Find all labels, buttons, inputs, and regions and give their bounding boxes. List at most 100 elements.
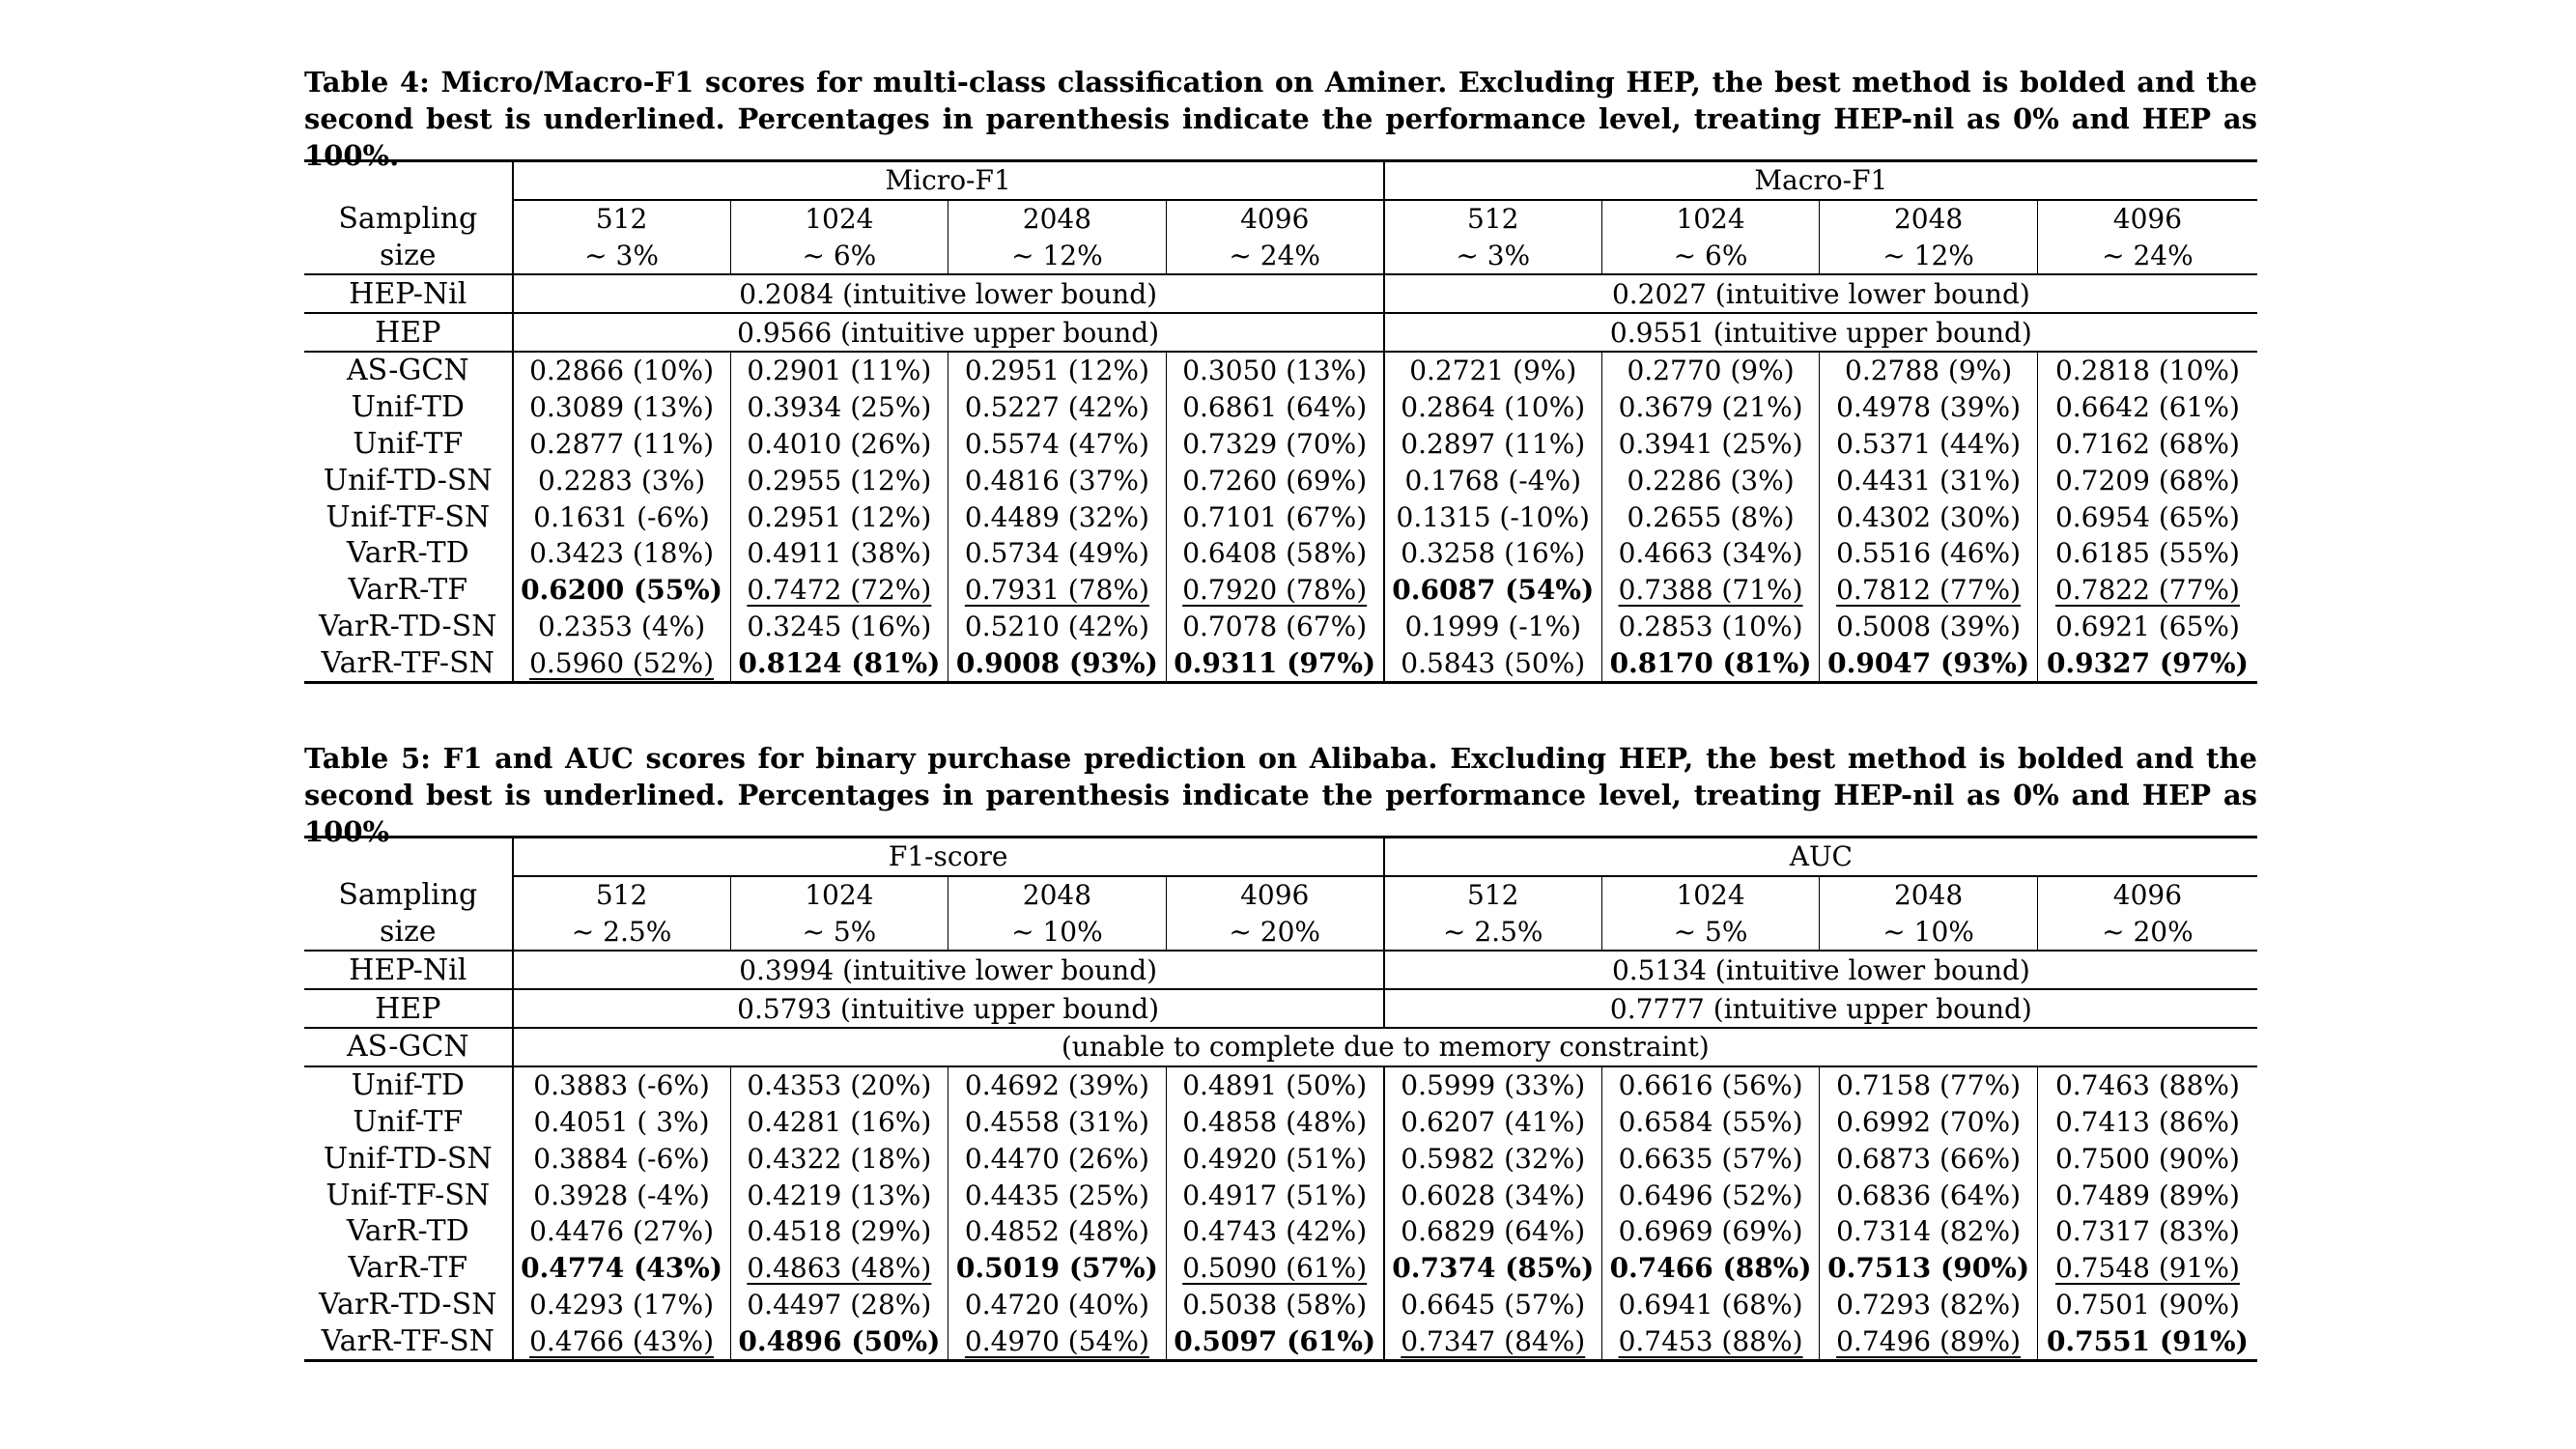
score-cell: 0.5097 (61%)	[1166, 1322, 1385, 1361]
score-value: 0.7551 (91%)	[2046, 1324, 2249, 1357]
score-value: 0.1315 (-10%)	[1396, 500, 1590, 533]
score-cell: 0.4558 (31%)	[948, 1103, 1167, 1141]
table4-stub-size: size	[304, 237, 514, 276]
score-value: 0.6861 (64%)	[1182, 391, 1368, 424]
score-cell: 0.4858 (48%)	[1166, 1103, 1385, 1141]
score-cell: 0.4435 (25%)	[948, 1177, 1167, 1213]
score-value: 0.6087 (54%)	[1392, 574, 1595, 607]
score-value: 0.5227 (42%)	[964, 391, 1149, 424]
score-value: 0.7513 (90%)	[1827, 1252, 2030, 1285]
score-cell: 0.5008 (39%)	[1819, 608, 2038, 645]
score-cell: 0.2853 (10%)	[1601, 608, 1821, 645]
score-value: 0.7374 (85%)	[1392, 1252, 1595, 1285]
table4: Micro-F1 Macro-F1 Sampling 512 1024 2048…	[304, 159, 2257, 685]
table4-hepnil-label: HEP-Nil	[304, 274, 514, 315]
table-row: AS-GCN 0.2866 (10%) 0.2901 (11%) 0.2951 (12…	[304, 351, 2257, 389]
table-row: Unif-TF-SN 0.3928 (-4%) 0.4219 (13%) 0.4435…	[304, 1177, 2257, 1213]
score-value: 0.9047 (93%)	[1827, 646, 2030, 679]
score-cell: 0.6642 (61%)	[2037, 389, 2257, 426]
score-cell: 0.3089 (13%)	[512, 388, 731, 426]
table4-stub-blank	[304, 160, 514, 200]
score-value: 0.2353 (4%)	[537, 610, 706, 642]
score-value: 0.7453 (88%)	[1618, 1324, 1803, 1357]
score-value: 0.4816 (37%)	[964, 464, 1149, 497]
method-name: VarR-TD-SN	[304, 1286, 514, 1323]
score-cell: 0.8170 (81%)	[1601, 644, 1821, 683]
table5-size: 1024	[1601, 875, 1821, 914]
score-cell: 0.7548 (91%)	[2037, 1250, 2257, 1287]
score-cell: 0.2866 (10%)	[512, 351, 731, 389]
score-cell: 0.5999 (33%)	[1383, 1065, 1602, 1104]
table4-pct: ~ 12%	[948, 237, 1167, 276]
score-value: 0.4497 (28%)	[747, 1288, 932, 1321]
score-value: 0.6836 (64%)	[1836, 1179, 2022, 1211]
score-value: 0.7329 (70%)	[1182, 427, 1368, 460]
method-name: Unif-TF-SN	[304, 1177, 514, 1213]
score-value: 0.5574 (47%)	[964, 427, 1149, 460]
score-cell: 0.7260 (69%)	[1166, 462, 1385, 499]
score-cell: 0.9311 (97%)	[1166, 644, 1385, 683]
score-cell: 0.4293 (17%)	[512, 1286, 731, 1323]
score-cell: 0.7162 (68%)	[2037, 426, 2257, 463]
score-value: 0.7317 (83%)	[2054, 1215, 2240, 1248]
table5: F1-score AUC Sampling 512 1024 2048 4096…	[304, 836, 2257, 1363]
score-cell: 0.7466 (88%)	[1601, 1249, 1821, 1287]
score-cell: 0.7472 (72%)	[730, 571, 949, 609]
score-cell: 0.5982 (32%)	[1383, 1140, 1602, 1178]
score-value: 0.2866 (10%)	[529, 355, 715, 387]
table4-size: 1024	[730, 199, 949, 238]
score-value: 0.3050 (13%)	[1182, 355, 1368, 387]
score-cell: 0.7500 (90%)	[2037, 1140, 2257, 1177]
score-value: 0.4920 (51%)	[1182, 1142, 1368, 1175]
score-cell: 0.3928 (-4%)	[512, 1177, 731, 1213]
score-value: 0.6028 (34%)	[1401, 1179, 1586, 1211]
score-cell: 0.6829 (64%)	[1383, 1212, 1602, 1250]
score-value: 0.7822 (77%)	[2054, 574, 2240, 607]
method-name: Unif-TF	[304, 1103, 514, 1141]
score-value: 0.6408 (58%)	[1182, 537, 1368, 570]
score-value: 0.7472 (72%)	[747, 574, 932, 607]
score-cell: 0.6635 (57%)	[1601, 1140, 1821, 1178]
score-value: 0.7388 (71%)	[1618, 574, 1803, 607]
score-value: 0.9311 (97%)	[1174, 646, 1376, 679]
score-cell: 0.4692 (39%)	[948, 1065, 1167, 1104]
table4-size: 512	[512, 199, 731, 238]
table5-group-auc: AUC	[1383, 837, 2257, 877]
score-cell: 0.3934 (25%)	[730, 388, 949, 426]
score-value: 0.9008 (93%)	[955, 646, 1158, 679]
score-cell: 0.6861 (64%)	[1166, 388, 1385, 426]
table4-pct: ~ 24%	[2037, 237, 2257, 276]
score-value: 0.1631 (-6%)	[533, 500, 710, 533]
table4-caption-line1: Table 4: Micro/Macro-F1 scores for multi…	[304, 66, 2257, 99]
method-name: Unif-TD	[304, 1065, 514, 1104]
table-row: Unif-TF-SN 0.1631 (-6%) 0.2951 (12%) 0.4489…	[304, 498, 2257, 535]
table5-pct: ~ 5%	[730, 913, 949, 952]
score-cell: 0.4863 (48%)	[730, 1249, 949, 1287]
score-cell: 0.6087 (54%)	[1383, 571, 1602, 609]
score-cell: 0.4743 (42%)	[1166, 1212, 1385, 1250]
score-value: 0.3934 (25%)	[747, 391, 932, 424]
table4-size: 4096	[1166, 199, 1385, 238]
score-cell: 0.4281 (16%)	[730, 1103, 949, 1141]
table4-stub-sampling: Sampling	[304, 199, 514, 238]
score-cell: 0.3679 (21%)	[1601, 388, 1821, 426]
score-value: 0.7260 (69%)	[1182, 464, 1368, 497]
table4-hep-micro: 0.9566 (intuitive upper bound)	[512, 313, 1385, 353]
score-cell: 0.5090 (61%)	[1166, 1249, 1385, 1287]
score-cell: 0.2955 (12%)	[730, 462, 949, 499]
score-cell: 0.1768 (-4%)	[1383, 462, 1602, 499]
score-value: 0.7293 (82%)	[1836, 1288, 2022, 1321]
score-cell: 0.2353 (4%)	[512, 608, 731, 645]
table4-size: 2048	[948, 199, 1167, 238]
score-value: 0.7162 (68%)	[2054, 427, 2240, 460]
score-cell: 0.4917 (51%)	[1166, 1177, 1385, 1213]
score-cell: 0.7822 (77%)	[2037, 572, 2257, 609]
score-cell: 0.4518 (29%)	[730, 1212, 949, 1250]
score-cell: 0.4010 (26%)	[730, 425, 949, 463]
table5-hep-f1: 0.5793 (intuitive upper bound)	[512, 989, 1385, 1029]
score-cell: 0.3423 (18%)	[512, 534, 731, 572]
score-cell: 0.6408 (58%)	[1166, 534, 1385, 572]
score-value: 0.6185 (55%)	[2054, 537, 2240, 570]
score-value: 0.1768 (-4%)	[1404, 464, 1582, 497]
score-value: 0.3679 (21%)	[1618, 391, 1803, 424]
